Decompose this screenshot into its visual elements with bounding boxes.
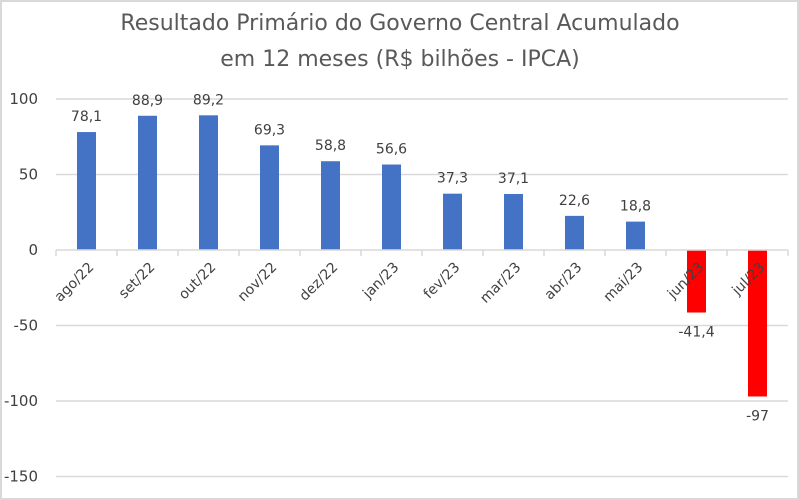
chart-title-line-1: Resultado Primário do Governo Central Ac… (120, 11, 679, 36)
bar (260, 145, 279, 250)
x-tick-label: jan/23 (359, 260, 402, 303)
data-label: 18,8 (620, 199, 651, 215)
x-tick-label: mar/23 (477, 260, 524, 307)
bar (626, 221, 645, 250)
bar (443, 193, 462, 250)
bar (77, 132, 96, 250)
chart-title-line-2: em 12 meses (R$ bilhões - IPCA) (220, 47, 580, 72)
data-label: 22,6 (559, 193, 590, 209)
y-tick-label: -100 (4, 392, 38, 410)
y-tick-label: 0 (28, 241, 38, 259)
data-label: -97 (746, 408, 769, 424)
x-tick-label: ago/22 (52, 260, 98, 306)
y-tick-label: 100 (9, 90, 38, 108)
data-label: 88,9 (132, 93, 163, 109)
data-label: 58,8 (315, 138, 346, 154)
bar (748, 250, 767, 397)
y-tick-label: -150 (4, 468, 38, 486)
y-tick-label: -50 (14, 317, 39, 335)
x-tick-label: fev/23 (421, 260, 464, 303)
x-tick-label: abr/23 (542, 260, 586, 304)
bar (199, 115, 218, 250)
x-tick-label: mai/23 (601, 260, 647, 306)
data-label: 37,1 (498, 171, 529, 187)
data-label: 37,3 (437, 171, 468, 187)
data-label: 69,3 (254, 122, 285, 138)
bar (382, 164, 401, 250)
data-label: -41,4 (678, 325, 714, 341)
bar (504, 193, 523, 250)
data-label: 78,1 (71, 109, 102, 125)
y-tick-label: 50 (19, 166, 38, 184)
x-tick-label: out/22 (176, 260, 219, 303)
x-tick-label: nov/22 (235, 260, 280, 305)
bar (321, 161, 340, 250)
bar (565, 215, 584, 250)
x-tick-label: set/22 (116, 260, 158, 302)
x-tick-label: dez/22 (297, 260, 342, 305)
bar (138, 115, 157, 250)
data-label: 89,2 (193, 92, 224, 108)
bar (687, 250, 706, 313)
data-label: 56,6 (376, 142, 407, 158)
